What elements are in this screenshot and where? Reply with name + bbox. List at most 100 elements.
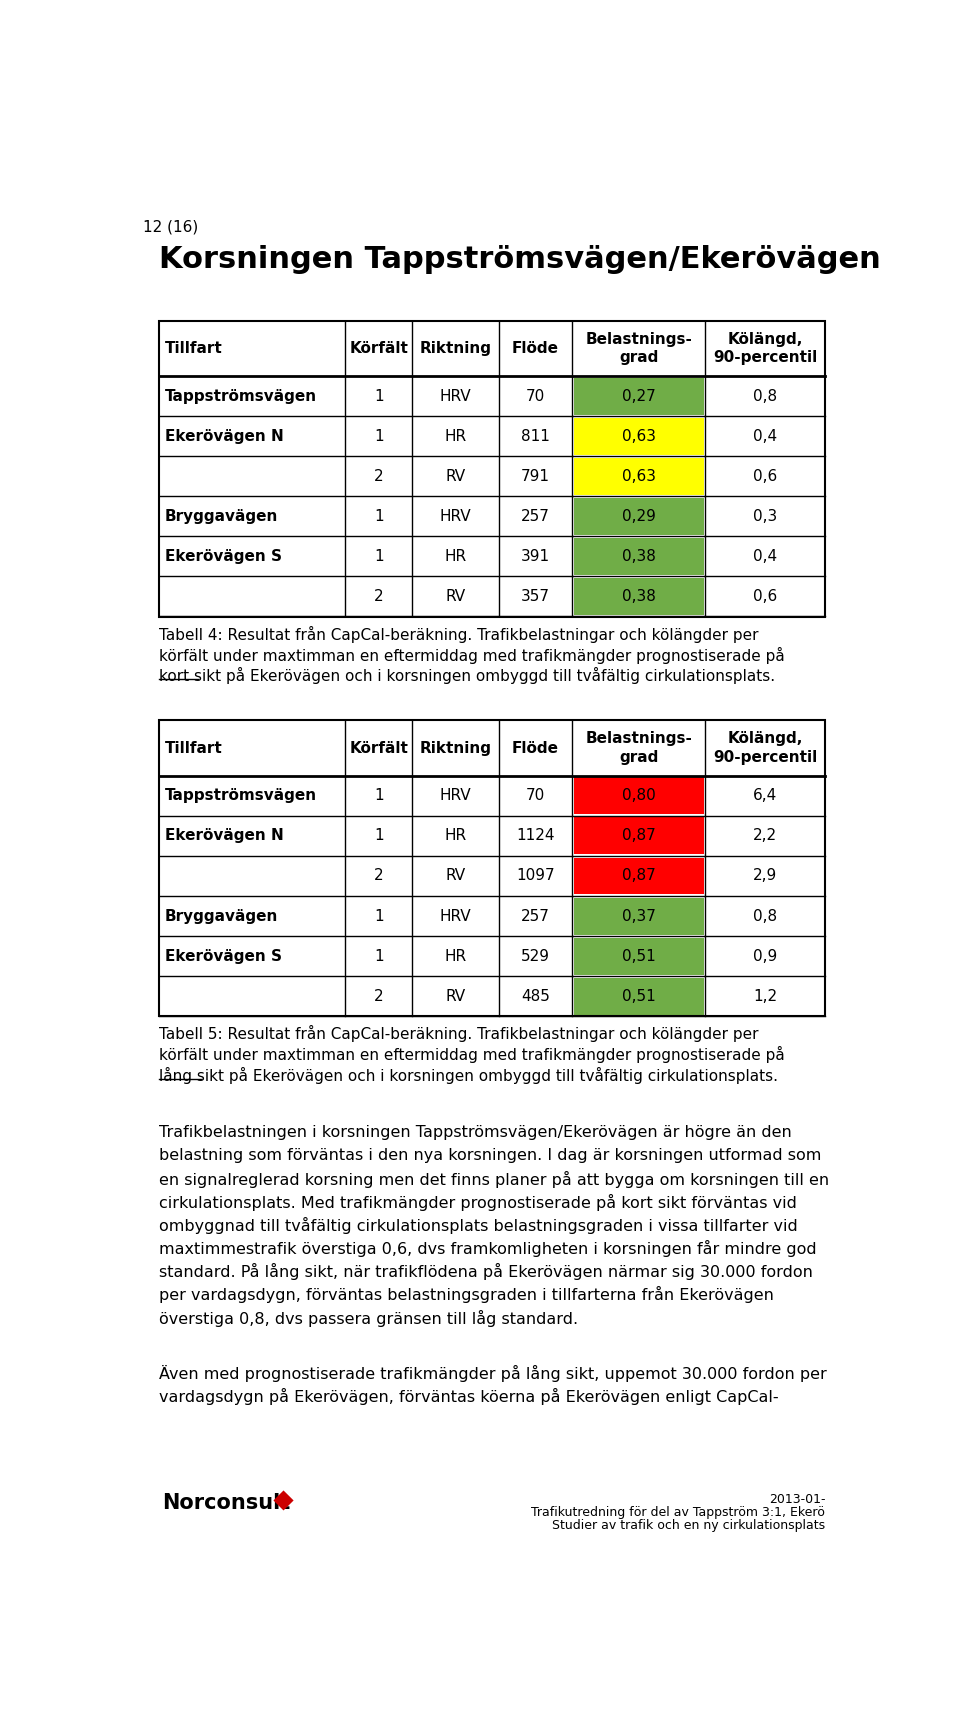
- Text: 0,63: 0,63: [622, 469, 656, 484]
- Text: Riktning: Riktning: [420, 340, 492, 356]
- Text: Trafikutredning för del av Tappström 3:1, Ekerö: Trafikutredning för del av Tappström 3:1…: [532, 1506, 826, 1519]
- Text: Tabell 5: Resultat från CapCal-beräkning. Trafikbelastningar och kölängder per: Tabell 5: Resultat från CapCal-beräkning…: [158, 1025, 758, 1042]
- Text: 391: 391: [520, 549, 550, 565]
- Text: Tabell 4: Resultat från CapCal-beräkning. Trafikbelastningar och kölängder per: Tabell 4: Resultat från CapCal-beräkning…: [158, 626, 758, 643]
- Text: Ekerövägen S: Ekerövägen S: [165, 948, 282, 963]
- Text: Kölängd,: Kölängd,: [728, 731, 803, 746]
- Text: 357: 357: [521, 589, 550, 604]
- Text: Trafikbelastningen i korsningen Tappströmsvägen/Ekerövägen är högre än den: Trafikbelastningen i korsningen Tappströ…: [158, 1124, 791, 1140]
- Text: Bryggavägen: Bryggavägen: [165, 508, 278, 524]
- Text: 0,63: 0,63: [622, 429, 656, 443]
- Text: HR: HR: [444, 429, 467, 443]
- Text: HRV: HRV: [440, 388, 471, 404]
- Text: standard. På lång sikt, när trafikflödena på Ekerövägen närmar sig 30.000 fordon: standard. På lång sikt, när trafikflöden…: [158, 1263, 812, 1280]
- Text: 1: 1: [373, 828, 383, 844]
- Text: HRV: HRV: [440, 508, 471, 524]
- Text: överstiga 0,8, dvs passera gränsen till låg standard.: överstiga 0,8, dvs passera gränsen till …: [158, 1309, 578, 1326]
- Text: Körfält: Körfält: [349, 741, 408, 756]
- Text: kort sikt på Ekerövägen och i korsningen ombyggd till tvåfältig cirkulationsplat: kort sikt på Ekerövägen och i korsningen…: [158, 667, 775, 684]
- Text: 6,4: 6,4: [754, 789, 778, 804]
- Text: en signalreglerad korsning men det finns planer på att bygga om korsningen till : en signalreglerad korsning men det finns…: [158, 1170, 828, 1187]
- Text: 0,3: 0,3: [754, 508, 778, 524]
- Text: HR: HR: [444, 948, 467, 963]
- Text: 0,38: 0,38: [622, 549, 656, 565]
- Bar: [573, 459, 704, 494]
- Text: 90-percentil: 90-percentil: [713, 749, 817, 765]
- Text: 1: 1: [373, 549, 383, 565]
- Text: 0,29: 0,29: [622, 508, 656, 524]
- Bar: [158, 322, 826, 376]
- Text: 70: 70: [526, 388, 545, 404]
- Bar: [573, 977, 704, 1015]
- Text: HR: HR: [444, 828, 467, 844]
- Text: 0,6: 0,6: [754, 589, 778, 604]
- Text: Norconsult: Norconsult: [162, 1492, 291, 1513]
- Text: grad: grad: [619, 749, 659, 765]
- Text: 2013-01-: 2013-01-: [769, 1492, 826, 1506]
- Text: 2,9: 2,9: [754, 869, 778, 883]
- Text: 0,9: 0,9: [754, 948, 778, 963]
- Text: 529: 529: [521, 948, 550, 963]
- Text: Tappströmsvägen: Tappströmsvägen: [165, 388, 317, 404]
- Text: 1,2: 1,2: [754, 989, 778, 1004]
- Text: 0,51: 0,51: [622, 948, 656, 963]
- Text: 0,38: 0,38: [622, 589, 656, 604]
- Bar: [573, 378, 704, 414]
- Text: 2: 2: [373, 469, 383, 484]
- Text: 1: 1: [373, 789, 383, 804]
- Text: ombyggnad till tvåfältig cirkulationsplats belastningsgraden i vissa tillfarter : ombyggnad till tvåfältig cirkulationspla…: [158, 1217, 798, 1234]
- Text: 70: 70: [526, 789, 545, 804]
- Text: 2,2: 2,2: [754, 828, 778, 844]
- Bar: [158, 322, 826, 616]
- Text: cirkulationsplats. Med trafikmängder prognostiserade på kort sikt förväntas vid: cirkulationsplats. Med trafikmängder pro…: [158, 1194, 797, 1211]
- Text: per vardagsdygn, förväntas belastningsgraden i tillfarterna från Ekerövägen: per vardagsdygn, förväntas belastningsgr…: [158, 1287, 774, 1304]
- Text: 0,80: 0,80: [622, 789, 656, 804]
- Text: maxtimmestrafik överstiga 0,6, dvs framkomligheten i korsningen får mindre god: maxtimmestrafik överstiga 0,6, dvs framk…: [158, 1240, 816, 1258]
- Text: Körfält: Körfält: [349, 340, 408, 356]
- Text: 0,87: 0,87: [622, 828, 656, 844]
- Text: vardagsdygn på Ekerövägen, förväntas köerna på Ekerövägen enligt CapCal-: vardagsdygn på Ekerövägen, förväntas köe…: [158, 1388, 779, 1405]
- Text: HRV: HRV: [440, 909, 471, 924]
- Text: lång sikt på Ekerövägen och i korsningen ombyggd till tvåfältig cirkulationsplat: lång sikt på Ekerövägen och i korsningen…: [158, 1068, 778, 1085]
- Text: 2: 2: [373, 869, 383, 883]
- Text: Flöde: Flöde: [512, 741, 559, 756]
- Text: HR: HR: [444, 549, 467, 565]
- Text: 0,4: 0,4: [754, 549, 778, 565]
- Bar: [573, 857, 704, 895]
- Text: 1: 1: [373, 429, 383, 443]
- Text: 2: 2: [373, 589, 383, 604]
- Text: körfält under maxtimman en eftermiddag med trafikmängder prognostiserade på: körfält under maxtimman en eftermiddag m…: [158, 1045, 784, 1063]
- Text: 1: 1: [373, 948, 383, 963]
- Text: Ekerövägen S: Ekerövägen S: [165, 549, 282, 565]
- Bar: [573, 417, 704, 455]
- Text: Bryggavägen: Bryggavägen: [165, 909, 278, 924]
- Text: Tappströmsvägen: Tappströmsvägen: [165, 789, 317, 804]
- Text: RV: RV: [445, 989, 466, 1004]
- Text: 0,8: 0,8: [754, 388, 778, 404]
- Text: 2: 2: [373, 989, 383, 1004]
- Text: 0,37: 0,37: [622, 909, 656, 924]
- Text: 811: 811: [521, 429, 550, 443]
- Text: körfält under maxtimman en eftermiddag med trafikmängder prognostiserade på: körfält under maxtimman en eftermiddag m…: [158, 647, 784, 664]
- Text: 1: 1: [373, 508, 383, 524]
- Polygon shape: [274, 1490, 294, 1511]
- Text: 0,51: 0,51: [622, 989, 656, 1004]
- Text: 0,6: 0,6: [754, 469, 778, 484]
- Text: 0,87: 0,87: [622, 869, 656, 883]
- Text: 485: 485: [521, 989, 550, 1004]
- Text: RV: RV: [445, 589, 466, 604]
- Bar: [573, 777, 704, 814]
- Text: RV: RV: [445, 869, 466, 883]
- Text: HRV: HRV: [440, 789, 471, 804]
- Text: Kölängd,: Kölängd,: [728, 332, 803, 347]
- Bar: [573, 938, 704, 975]
- Text: 1097: 1097: [516, 869, 555, 883]
- Text: 1124: 1124: [516, 828, 555, 844]
- Text: Flöde: Flöde: [512, 340, 559, 356]
- Text: 791: 791: [521, 469, 550, 484]
- Bar: [158, 720, 826, 775]
- Text: 257: 257: [521, 909, 550, 924]
- Text: Studier av trafik och en ny cirkulationsplats: Studier av trafik och en ny cirkulations…: [552, 1519, 826, 1531]
- Bar: [573, 898, 704, 934]
- Text: grad: grad: [619, 351, 659, 364]
